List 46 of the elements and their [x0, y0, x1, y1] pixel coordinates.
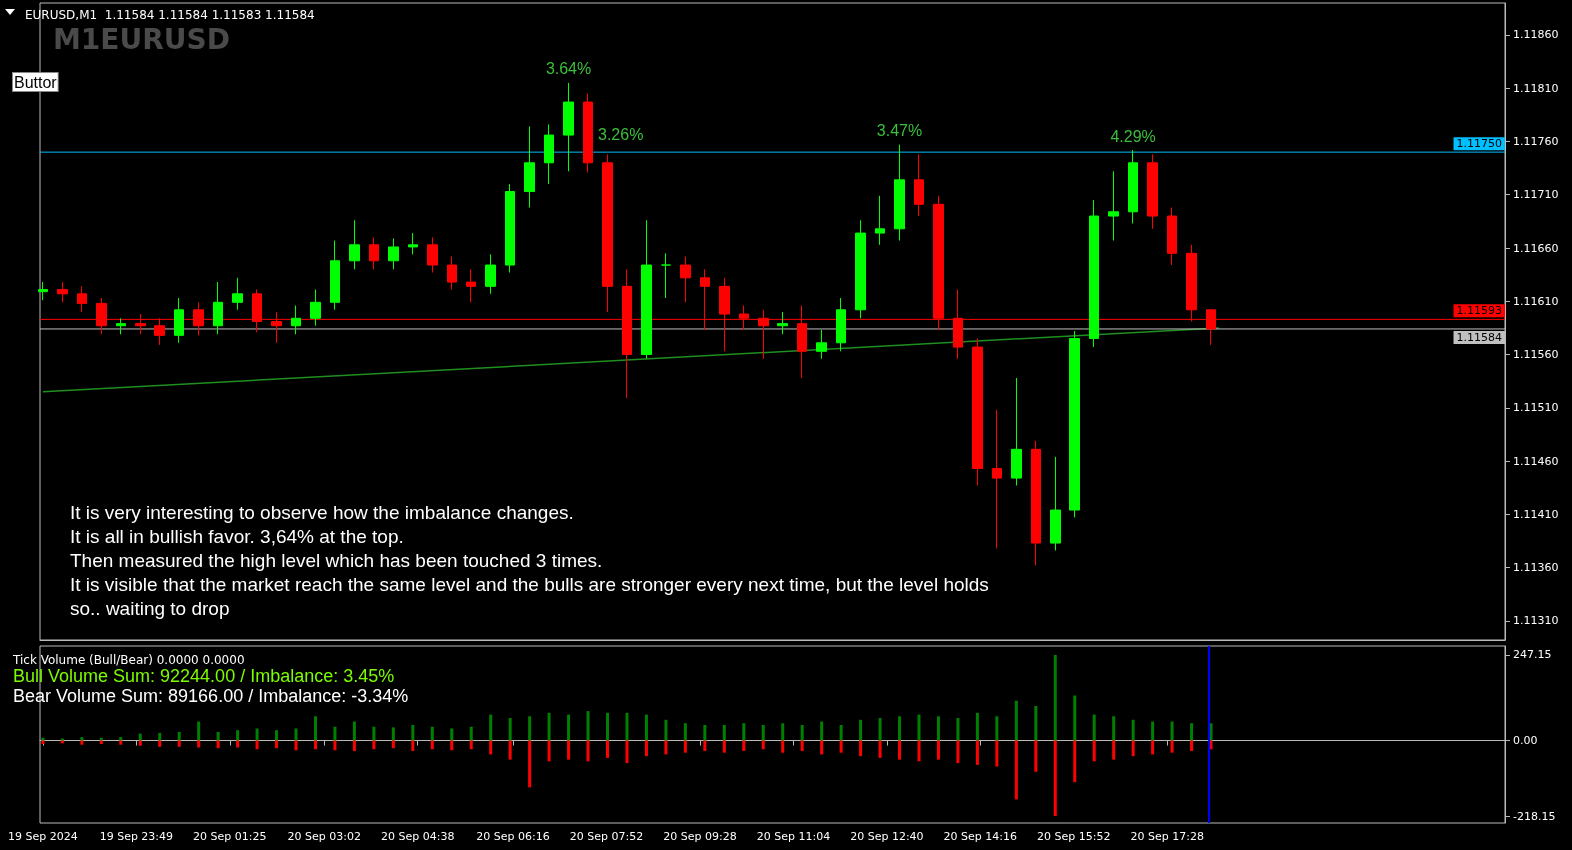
ref-line-label: 1.11750 — [1456, 137, 1502, 151]
x-tick-label: 20 Sep 03:02 — [287, 830, 361, 843]
x-tick-label: 20 Sep 06:16 — [476, 830, 550, 843]
x-tick-label: 20 Sep 07:52 — [569, 830, 644, 843]
x-tick-label: 20 Sep 14:16 — [943, 830, 1018, 843]
y-tick-label: 0.00 — [1513, 734, 1538, 748]
x-tick-label: 19 Sep 23:49 — [99, 830, 174, 843]
annotation: Bull Volume Sum: 92244.00 / Imbalance: 3.45% — [13, 666, 395, 686]
y-tick-label: 1.11460 — [1513, 454, 1559, 468]
annotation: It is very interesting to observe how the imbalance changes. — [70, 502, 574, 523]
x-tick-label: 20 Sep 12:40 — [850, 830, 924, 843]
annotation: It is all in bullish favor. 3,64% at the top. — [70, 526, 404, 547]
y-tick-label: 1.11660 — [1513, 241, 1559, 255]
x-tick-label: 20 Sep 15:52 — [1037, 830, 1111, 843]
annotation: 3.26% — [598, 125, 644, 143]
annotation: 3.64% — [545, 60, 592, 78]
annotation: so.. waiting to drop — [70, 598, 230, 619]
x-tick-label: 20 Sep 17:28 — [1130, 830, 1204, 843]
y-tick-label: 1.11310 — [1513, 614, 1559, 628]
y-tick-label: 1.11410 — [1513, 507, 1559, 521]
annotation: 3.47% — [876, 122, 923, 140]
y-tick-label: 247.15 — [1513, 648, 1552, 662]
y-tick-label: -218.15 — [1513, 809, 1556, 823]
y-tick-label: 1.11710 — [1513, 188, 1559, 202]
x-tick-label: 20 Sep 09:28 — [663, 830, 737, 843]
chart-title: EURUSD,M1 1.11584 1.11584 1.11583 1.11584 — [25, 8, 315, 22]
x-tick-label: 20 Sep 04:38 — [380, 830, 455, 843]
text: M1EURUSD — [53, 22, 230, 56]
y-tick-label: 1.11560 — [1513, 348, 1559, 362]
y-tick-label: 1.11510 — [1513, 401, 1559, 415]
x-tick-label: 20 Sep 01:25 — [193, 830, 267, 843]
y-tick-label: 1.11860 — [1513, 28, 1559, 42]
y-tick-label: 1.11810 — [1513, 81, 1559, 95]
annotation: Buttor — [14, 73, 58, 91]
y-tick-label: 1.11610 — [1513, 294, 1559, 308]
y-tick-label: 1.11360 — [1513, 561, 1559, 575]
x-tick-label: 20 Sep 11:04 — [756, 830, 831, 843]
text: Tick Volume (Bull/Bear) 0.0000 0.0000 — [12, 653, 245, 667]
annotation: Then measured the high level which has been touched 3 times. — [70, 550, 603, 571]
ref-line-label: 1.11584 — [1456, 330, 1502, 344]
annotation: 4.29% — [1110, 127, 1156, 145]
annotation: Bear Volume Sum: 89166.00 / Imbalance: -3.34% — [13, 686, 409, 706]
ref-line-label: 1.11593 — [1456, 304, 1502, 318]
annotation: It is visible that the market reach the same level and the bulls are stronger every next time, but the level holds — [70, 574, 989, 595]
x-tick-label: 19 Sep 2024 — [8, 830, 78, 843]
y-tick-label: 1.11760 — [1513, 134, 1559, 148]
